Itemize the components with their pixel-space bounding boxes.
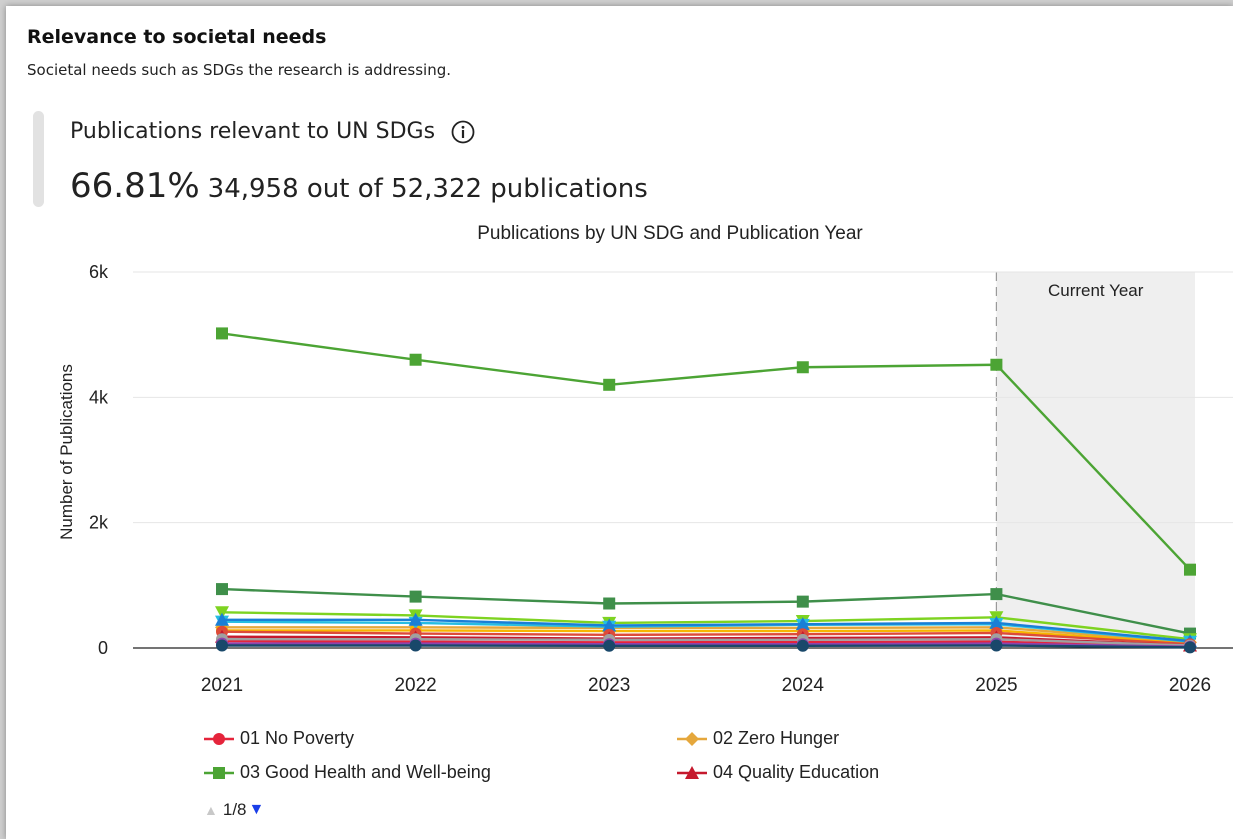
section-description: Societal needs such as SDGs the research… [27,61,452,79]
legend-marker [685,731,699,746]
metric-title: Publications relevant to UN SDGs [70,119,436,144]
data-point [603,639,616,652]
legend-label: 02 Zero Hunger [713,728,840,748]
y-tick-label: 0 [98,638,108,658]
y-tick-label: 6k [89,262,109,282]
legend-prev-icon: ▲ [204,802,218,818]
info-icon[interactable] [451,120,475,144]
metric-accent-bar [33,111,44,207]
sdg-card: Relevance to societal needs Societal nee… [6,6,1233,839]
data-point [409,353,422,366]
data-point [990,639,1003,652]
legend-symbol [677,765,707,779]
legend-marker [213,766,225,779]
legend-page: 1/8 [222,800,247,819]
y-axis-label: Number of Publications [57,364,76,540]
data-point [603,597,616,610]
legend-label: 01 No Poverty [240,728,355,748]
data-point [796,595,809,608]
data-point [1184,563,1196,576]
y-tick-label: 2k [89,513,109,533]
legend-symbol [204,732,234,745]
legend-item[interactable]: 02 Zero Hunger [677,728,839,749]
data-point [215,606,229,620]
data-point [990,588,1003,601]
legend-next-icon[interactable]: ▼ [248,801,265,818]
series-line [221,332,1191,571]
legend-item[interactable]: 03 Good Health and Well-being [204,762,491,783]
series-line [222,638,1191,647]
data-point [1184,641,1196,654]
data-point [796,639,809,652]
series-6 [215,612,1197,648]
data-point [990,358,1003,371]
data-point [795,617,810,631]
x-tick-label: 2024 [782,675,825,696]
data-point [796,361,809,374]
legend-label: 04 Quality Education [713,762,880,782]
data-point [216,327,228,340]
x-tick-label: 2026 [1169,675,1211,696]
series-line [222,644,1191,649]
data-point [409,639,422,652]
series-line [221,587,1191,635]
y-tick-label: 4k [89,387,109,407]
legend-marker [685,765,699,779]
data-point [989,615,1004,629]
section-title: Relevance to societal needs [27,26,327,48]
series-line [221,635,1191,647]
legend-item[interactable]: 01 No Poverty [204,728,354,749]
current-year-label: Current Year [1048,281,1144,300]
data-point [603,378,616,391]
x-tick-label: 2023 [588,675,630,696]
x-tick-label: 2025 [975,675,1017,696]
chart-title: Publications by UN SDG and Publication Y… [477,223,863,244]
series-line [221,639,1191,648]
legend-label: 03 Good Health and Well-being [240,762,491,782]
metric-percent: 66.81% [70,166,200,206]
legend-symbol [204,766,234,779]
data-point [408,612,423,626]
x-tick-label: 2022 [394,675,436,696]
series-1 [216,327,1196,576]
metric-detail: 34,958 out of 52,322 publications [207,174,648,204]
legend-marker [213,732,225,745]
data-point [216,583,228,596]
legend-symbol [677,731,707,746]
series-line [222,626,1191,644]
x-tick-label: 2021 [201,675,243,696]
series-line [222,629,1191,645]
series-line [221,630,1191,646]
series-12 [216,639,1196,654]
data-point [602,618,617,632]
metric-value-line: 66.81% 34,958 out of 52,322 publications [70,166,648,206]
legend-item[interactable]: 04 Quality Education [677,762,879,783]
series-line [222,642,1191,648]
data-point [216,639,228,652]
data-point [215,612,229,626]
line-chart: Current Year 0 2k 4k 6k 2021 2022 2023 2024 2025 2… [57,223,1233,696]
metric-header: Publications relevant to UN SDGs [70,119,475,144]
series-line [222,618,1191,643]
legend-pager: ▲ 1/8 ▼ [204,800,264,820]
series-line [221,611,1191,641]
current-year-band [996,272,1195,648]
data-point [409,590,422,603]
